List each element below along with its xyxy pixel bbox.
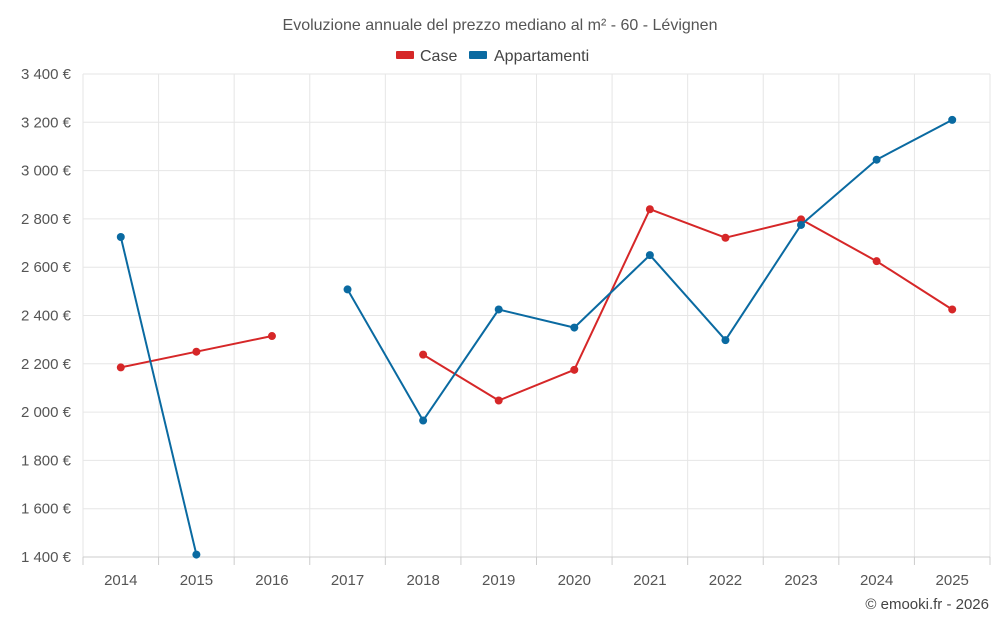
- data-point-appartamenti[interactable]: [494, 305, 503, 314]
- x-tick-label: 2020: [558, 572, 591, 589]
- series-line-appartamenti: [119, 236, 198, 555]
- data-point-case[interactable]: [948, 305, 957, 314]
- data-point-case[interactable]: [494, 396, 503, 405]
- legend-swatch-appartamenti: [469, 51, 487, 59]
- y-tick-label: 1 600 €: [21, 501, 72, 518]
- x-tick-label: 2014: [104, 572, 137, 589]
- series-appartamenti: [116, 115, 957, 559]
- legend-label-case: Case: [420, 48, 457, 65]
- horizontal-gridlines: [83, 73, 990, 510]
- x-tick-label: 2025: [936, 572, 969, 589]
- data-point-appartamenti[interactable]: [645, 251, 654, 260]
- legend-swatch-case: [396, 51, 414, 59]
- y-tick-label: 2 400 €: [21, 308, 72, 325]
- data-point-appartamenti[interactable]: [872, 155, 881, 164]
- y-tick-label: 3 200 €: [21, 114, 72, 131]
- legend-item-case[interactable]: Case: [396, 48, 457, 65]
- x-tick-label: 2018: [406, 572, 439, 589]
- y-tick-label: 2 600 €: [21, 259, 72, 276]
- data-point-case[interactable]: [721, 233, 730, 242]
- x-tick-label: 2015: [180, 572, 213, 589]
- series-layer: [116, 115, 957, 559]
- y-axis-ticks: 1 400 € 1 600 € 1 800 € 2 000 € 2 200 € 2 400…: [21, 66, 72, 566]
- x-tick-label: 2022: [709, 572, 742, 589]
- x-tick-label: 2019: [482, 572, 515, 589]
- y-tick-label: 1 800 €: [21, 452, 72, 469]
- data-point-appartamenti[interactable]: [948, 115, 957, 124]
- data-point-case[interactable]: [872, 257, 881, 266]
- x-tick-label: 2021: [633, 572, 666, 589]
- data-point-appartamenti[interactable]: [116, 233, 125, 242]
- x-tick-label: 2024: [860, 572, 893, 589]
- legend-item-appartamenti[interactable]: Appartamenti: [469, 48, 589, 65]
- data-point-appartamenti[interactable]: [570, 323, 579, 332]
- y-tick-label: 3 400 €: [21, 66, 72, 83]
- data-point-case[interactable]: [267, 332, 276, 341]
- data-point-appartamenti[interactable]: [192, 550, 201, 559]
- series-line-case: [422, 208, 953, 402]
- y-tick-label: 1 400 €: [21, 549, 72, 566]
- data-point-case[interactable]: [797, 215, 806, 224]
- x-tick-label: 2017: [331, 572, 364, 589]
- x-axis-ticks: 2014 2015 2016 2017 2018 2019 2020 2021 2022 2023…: [82, 557, 991, 589]
- legend: Case Appartamenti: [396, 48, 589, 65]
- data-point-appartamenti[interactable]: [721, 336, 730, 345]
- y-tick-label: 3 000 €: [21, 163, 72, 180]
- chart-title: Evoluzione annuale del prezzo mediano al…: [283, 17, 718, 34]
- y-tick-label: 2 000 €: [21, 404, 72, 421]
- y-tick-label: 2 200 €: [21, 356, 72, 373]
- series-line-appartamenti: [346, 119, 953, 422]
- data-point-appartamenti[interactable]: [343, 285, 352, 294]
- series-case: [116, 205, 957, 405]
- y-tick-label: 2 800 €: [21, 211, 72, 228]
- credit-text: © emooki.fr - 2026: [865, 596, 989, 613]
- x-tick-label: 2023: [784, 572, 817, 589]
- data-point-appartamenti[interactable]: [797, 220, 806, 229]
- data-point-case[interactable]: [645, 205, 654, 214]
- data-point-appartamenti[interactable]: [419, 416, 428, 425]
- legend-label-appartamenti: Appartamenti: [494, 48, 589, 65]
- data-point-case[interactable]: [192, 347, 201, 356]
- x-tick-label: 2016: [255, 572, 288, 589]
- data-point-case[interactable]: [419, 350, 428, 359]
- data-point-case[interactable]: [570, 365, 579, 374]
- data-point-case[interactable]: [116, 363, 125, 372]
